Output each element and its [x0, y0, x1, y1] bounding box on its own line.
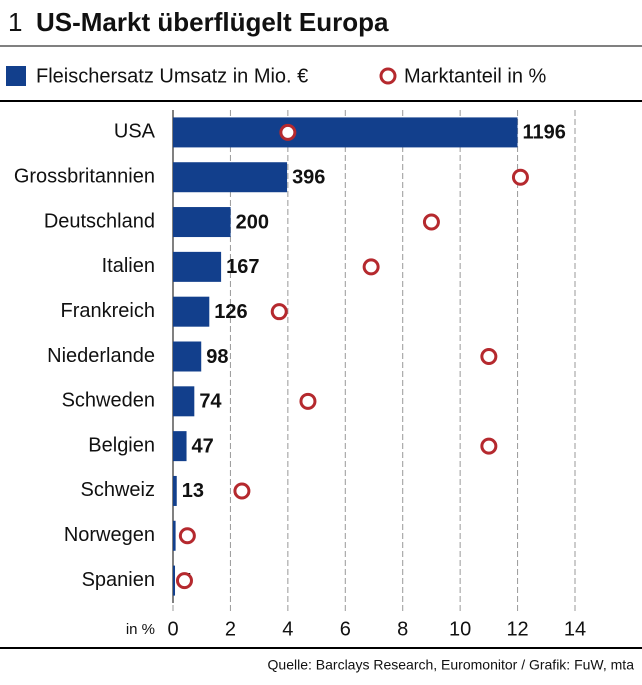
x-tick-label: 14: [564, 618, 586, 640]
x-tick-label: 4: [282, 618, 293, 640]
chart-title: US-Markt überflügelt Europa: [36, 7, 389, 37]
legend-swatch: [379, 67, 397, 85]
x-tick-label: 10: [449, 618, 471, 640]
value-label: 98: [206, 346, 228, 368]
share-dot: [480, 437, 498, 455]
value-label: 126: [214, 301, 247, 323]
value-label: 200: [236, 211, 269, 233]
x-tick-label: 2: [225, 618, 236, 640]
category-label: Grossbritannien: [14, 166, 155, 188]
x-tick-label: 0: [167, 618, 178, 640]
x-tick-label: 6: [340, 618, 351, 640]
category-label: Niederlande: [47, 345, 155, 367]
category-label: Italien: [102, 255, 155, 277]
bar: [173, 207, 231, 238]
source: Quelle: Barclays Research, Euromonitor /…: [268, 657, 635, 673]
share-dot: [270, 303, 288, 321]
bar: [173, 296, 210, 327]
value-label: 13: [182, 480, 204, 502]
bar: [173, 386, 195, 417]
legend-label: Marktanteil in %: [404, 65, 546, 87]
category-label: Norwegen: [64, 524, 155, 546]
bar: [173, 117, 518, 148]
legend-swatch: [6, 66, 26, 86]
bar: [173, 520, 176, 551]
category-label: Schweden: [62, 390, 155, 412]
category-label: USA: [114, 121, 156, 143]
x-tick-label: 12: [506, 618, 528, 640]
value-label: 74: [199, 391, 222, 413]
bar: [173, 431, 187, 462]
share-dot: [511, 168, 529, 186]
share-dot: [178, 527, 196, 545]
bar: [173, 251, 222, 282]
share-dot: [279, 123, 297, 141]
category-label: Schweiz: [81, 479, 155, 501]
category-label: Frankreich: [61, 300, 155, 322]
value-label: 396: [292, 167, 325, 189]
share-dot: [299, 392, 317, 410]
x-axis-label: in %: [126, 621, 155, 638]
share-dot: [422, 213, 440, 231]
category-label: Belgien: [88, 434, 155, 456]
x-tick-label: 8: [397, 618, 408, 640]
share-dot: [233, 482, 251, 500]
value-label: 1196: [523, 122, 566, 144]
bar: [173, 162, 288, 193]
share-dot: [175, 572, 193, 590]
bar: [173, 565, 176, 596]
share-dot: [362, 258, 380, 276]
legend-label: Fleischersatz Umsatz in Mio. €: [36, 65, 308, 87]
bar: [173, 341, 202, 372]
chart-number: 1: [8, 7, 22, 37]
category-label: Spanien: [82, 569, 155, 591]
value-label: 167: [226, 256, 259, 278]
bar: [173, 475, 177, 506]
category-label: Deutschland: [44, 210, 155, 232]
share-dot: [480, 348, 498, 365]
value-label: 47: [192, 435, 214, 457]
